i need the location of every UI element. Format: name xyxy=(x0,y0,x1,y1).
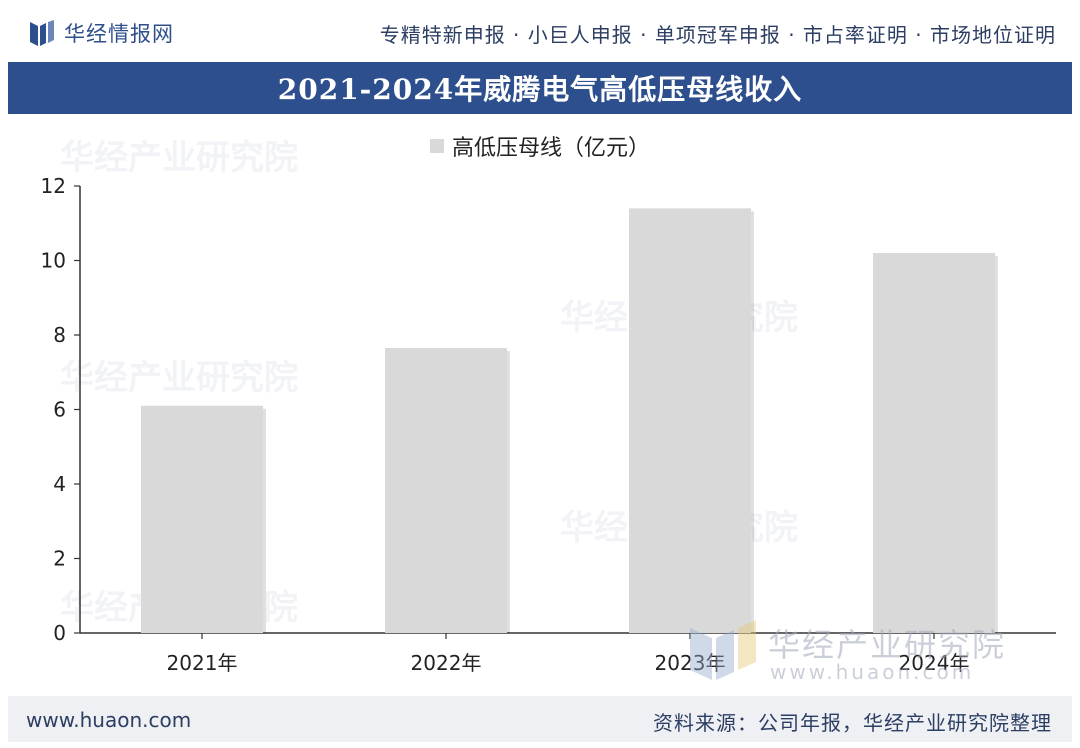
x-tick-label: 2023年 xyxy=(655,651,726,675)
y-tick-label: 2 xyxy=(53,547,66,571)
y-tick-label: 8 xyxy=(53,323,66,347)
brand-watermark-name: 华经产业研究院 xyxy=(768,626,1007,664)
y-tick-label: 0 xyxy=(53,621,66,645)
chart-title: 2021-2024年威腾电气高低压母线收入 xyxy=(277,73,803,106)
legend-label: 高低压母线（亿元） xyxy=(451,136,650,161)
footer-site: www.huaon.com xyxy=(26,708,192,732)
logo-text: 华经情报网 xyxy=(64,22,174,46)
brand-watermark-url: www.huaon.com xyxy=(770,660,975,684)
y-tick-label: 6 xyxy=(53,398,66,422)
footer: www.huaon.com 资料来源：公司年报，华经产业研究院整理 xyxy=(8,696,1072,742)
chart-legend: 高低压母线（亿元） xyxy=(0,130,1080,162)
brand-watermark-icon xyxy=(690,620,756,680)
x-tick-label: 2024年 xyxy=(899,651,970,675)
services-list: 专精特新申报 · 小巨人申报 · 单项冠军申报 · 市占率证明 · 市场地位证明 xyxy=(379,23,1056,47)
legend-swatch xyxy=(429,139,444,153)
bar xyxy=(629,208,751,633)
bar xyxy=(385,348,507,633)
y-tick-label: 12 xyxy=(41,174,66,198)
bar-chart: 0 2 4 6 8 10 12 2021年 2022年 2023年 2024年 xyxy=(41,174,1056,675)
logo-icon xyxy=(30,20,54,46)
x-tick-label: 2021年 xyxy=(167,651,238,675)
title-bar: 2021-2024年威腾电气高低压母线收入 xyxy=(8,62,1072,114)
y-tick-label: 4 xyxy=(53,472,66,496)
y-tick-label: 10 xyxy=(41,249,66,273)
bar xyxy=(873,253,995,634)
bar xyxy=(141,405,263,633)
top-header: 华经情报网 专精特新申报 · 小巨人申报 · 单项冠军申报 · 市占率证明 · … xyxy=(0,0,1080,62)
x-tick-label: 2022年 xyxy=(411,651,482,675)
brand-watermark: 华经产业研究院 www.huaon.com xyxy=(690,620,1020,690)
footer-source: 资料来源：公司年报，华经产业研究院整理 xyxy=(653,711,1052,735)
